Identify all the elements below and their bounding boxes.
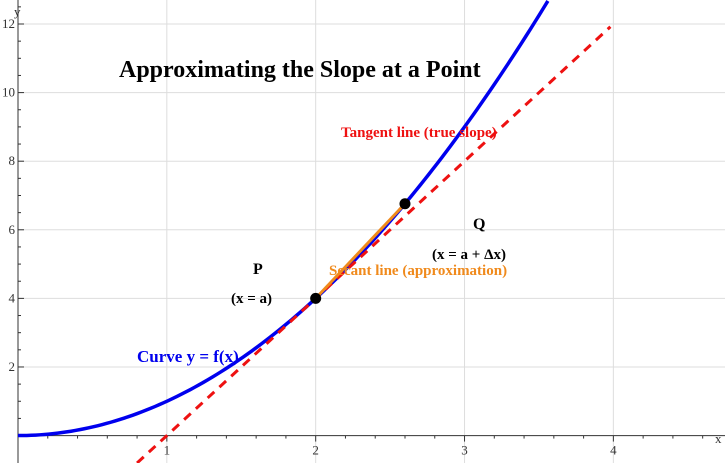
ticks bbox=[17, 6, 704, 442]
point-q-marker bbox=[399, 198, 411, 210]
y-tick-label: 2 bbox=[9, 359, 16, 374]
point-q-sublabel: (x = a + Δx) bbox=[432, 247, 506, 263]
tangent-label: Tangent line (true slope) bbox=[341, 125, 497, 141]
y-tick-label: 10 bbox=[2, 85, 15, 100]
x-tick-label: 2 bbox=[312, 443, 319, 458]
secant-label: Secant line (approximation) bbox=[329, 263, 507, 279]
y-tick-label: 12 bbox=[2, 16, 15, 31]
x-tick-label: 3 bbox=[461, 443, 468, 458]
x-axis-label: x bbox=[715, 431, 722, 446]
point-q-label: Q bbox=[473, 216, 485, 233]
x-tick-label: 4 bbox=[610, 443, 617, 458]
y-tick-label: 4 bbox=[9, 290, 16, 305]
point-p-sublabel: (x = a) bbox=[231, 291, 272, 307]
point-p-label: P bbox=[253, 261, 263, 278]
tangent-line bbox=[136, 25, 612, 463]
y-axis-label: y bbox=[14, 4, 21, 19]
curve-label: Curve y = f(x) bbox=[137, 347, 239, 366]
y-tick-label: 8 bbox=[9, 153, 16, 168]
point-p-marker bbox=[310, 292, 322, 304]
grid bbox=[18, 0, 725, 463]
y-tick-label: 6 bbox=[9, 222, 16, 237]
x-tick-label: 1 bbox=[164, 443, 171, 458]
secant-line bbox=[314, 202, 407, 300]
chart-title: Approximating the Slope at a Point bbox=[119, 57, 481, 83]
